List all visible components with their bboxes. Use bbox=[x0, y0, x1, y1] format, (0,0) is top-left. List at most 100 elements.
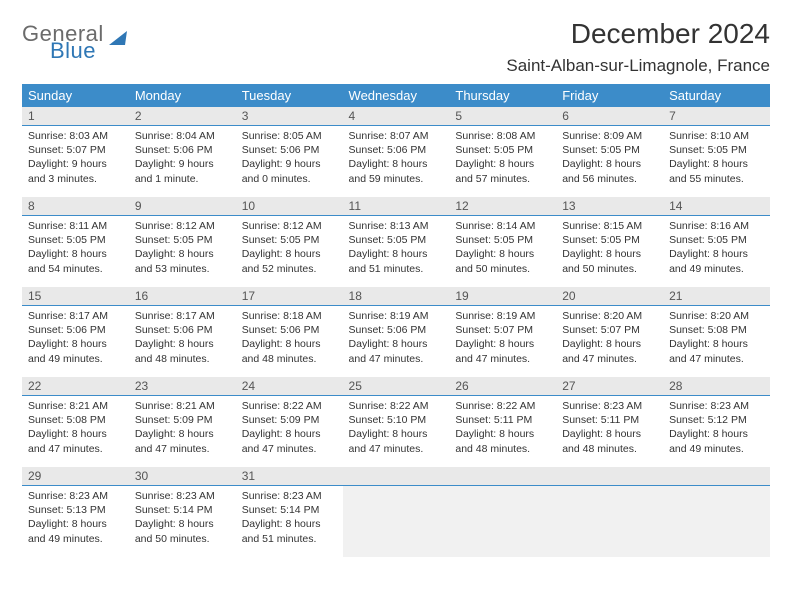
day-number: 11 bbox=[343, 197, 450, 216]
weekday-header: Saturday bbox=[663, 84, 770, 107]
daylight-line: Daylight: 8 hours and 49 minutes. bbox=[28, 337, 123, 365]
day-number: 17 bbox=[236, 287, 343, 306]
logo-sail-icon bbox=[109, 31, 127, 45]
logo: General Blue bbox=[22, 24, 126, 62]
calendar-empty-cell bbox=[663, 467, 770, 557]
day-number: 7 bbox=[663, 107, 770, 126]
calendar-day-cell: 7Sunrise: 8:10 AMSunset: 5:05 PMDaylight… bbox=[663, 107, 770, 197]
day-details: Sunrise: 8:23 AMSunset: 5:14 PMDaylight:… bbox=[236, 486, 343, 550]
sunrise-line: Sunrise: 8:10 AM bbox=[669, 129, 764, 143]
sunrise-line: Sunrise: 8:14 AM bbox=[455, 219, 550, 233]
daylight-line: Daylight: 8 hours and 48 minutes. bbox=[135, 337, 230, 365]
calendar-empty-cell bbox=[449, 467, 556, 557]
sunrise-line: Sunrise: 8:18 AM bbox=[242, 309, 337, 323]
sunset-line: Sunset: 5:07 PM bbox=[28, 143, 123, 157]
day-number: 25 bbox=[343, 377, 450, 396]
sunrise-line: Sunrise: 8:09 AM bbox=[562, 129, 657, 143]
day-details: Sunrise: 8:03 AMSunset: 5:07 PMDaylight:… bbox=[22, 126, 129, 190]
day-details: Sunrise: 8:12 AMSunset: 5:05 PMDaylight:… bbox=[236, 216, 343, 280]
calendar-day-cell: 5Sunrise: 8:08 AMSunset: 5:05 PMDaylight… bbox=[449, 107, 556, 197]
sunrise-line: Sunrise: 8:04 AM bbox=[135, 129, 230, 143]
daylight-line: Daylight: 8 hours and 51 minutes. bbox=[242, 517, 337, 545]
calendar-day-cell: 12Sunrise: 8:14 AMSunset: 5:05 PMDayligh… bbox=[449, 197, 556, 287]
day-number-empty bbox=[663, 467, 770, 486]
day-number: 23 bbox=[129, 377, 236, 396]
day-number: 4 bbox=[343, 107, 450, 126]
daylight-line: Daylight: 8 hours and 47 minutes. bbox=[349, 337, 444, 365]
calendar-day-cell: 15Sunrise: 8:17 AMSunset: 5:06 PMDayligh… bbox=[22, 287, 129, 377]
daylight-line: Daylight: 8 hours and 53 minutes. bbox=[135, 247, 230, 275]
sunrise-line: Sunrise: 8:22 AM bbox=[455, 399, 550, 413]
calendar-empty-cell bbox=[556, 467, 663, 557]
calendar-day-cell: 23Sunrise: 8:21 AMSunset: 5:09 PMDayligh… bbox=[129, 377, 236, 467]
day-number: 5 bbox=[449, 107, 556, 126]
day-number: 12 bbox=[449, 197, 556, 216]
sunrise-line: Sunrise: 8:19 AM bbox=[349, 309, 444, 323]
day-number: 30 bbox=[129, 467, 236, 486]
calendar-day-cell: 31Sunrise: 8:23 AMSunset: 5:14 PMDayligh… bbox=[236, 467, 343, 557]
sunrise-line: Sunrise: 8:05 AM bbox=[242, 129, 337, 143]
weekday-header: Sunday bbox=[22, 84, 129, 107]
day-details: Sunrise: 8:12 AMSunset: 5:05 PMDaylight:… bbox=[129, 216, 236, 280]
day-details: Sunrise: 8:07 AMSunset: 5:06 PMDaylight:… bbox=[343, 126, 450, 190]
day-number: 24 bbox=[236, 377, 343, 396]
day-number: 18 bbox=[343, 287, 450, 306]
daylight-line: Daylight: 8 hours and 47 minutes. bbox=[349, 427, 444, 455]
sunrise-line: Sunrise: 8:17 AM bbox=[135, 309, 230, 323]
day-details: Sunrise: 8:09 AMSunset: 5:05 PMDaylight:… bbox=[556, 126, 663, 190]
day-number: 22 bbox=[22, 377, 129, 396]
day-details: Sunrise: 8:14 AMSunset: 5:05 PMDaylight:… bbox=[449, 216, 556, 280]
calendar-day-cell: 20Sunrise: 8:20 AMSunset: 5:07 PMDayligh… bbox=[556, 287, 663, 377]
sunrise-line: Sunrise: 8:19 AM bbox=[455, 309, 550, 323]
calendar-table: SundayMondayTuesdayWednesdayThursdayFrid… bbox=[22, 84, 770, 557]
day-details: Sunrise: 8:23 AMSunset: 5:13 PMDaylight:… bbox=[22, 486, 129, 550]
day-number: 14 bbox=[663, 197, 770, 216]
sunrise-line: Sunrise: 8:23 AM bbox=[135, 489, 230, 503]
calendar-day-cell: 1Sunrise: 8:03 AMSunset: 5:07 PMDaylight… bbox=[22, 107, 129, 197]
calendar-day-cell: 26Sunrise: 8:22 AMSunset: 5:11 PMDayligh… bbox=[449, 377, 556, 467]
calendar-week-row: 22Sunrise: 8:21 AMSunset: 5:08 PMDayligh… bbox=[22, 377, 770, 467]
sunset-line: Sunset: 5:06 PM bbox=[242, 323, 337, 337]
day-number: 19 bbox=[449, 287, 556, 306]
calendar-day-cell: 14Sunrise: 8:16 AMSunset: 5:05 PMDayligh… bbox=[663, 197, 770, 287]
calendar-day-cell: 4Sunrise: 8:07 AMSunset: 5:06 PMDaylight… bbox=[343, 107, 450, 197]
sunrise-line: Sunrise: 8:21 AM bbox=[28, 399, 123, 413]
sunset-line: Sunset: 5:05 PM bbox=[455, 233, 550, 247]
daylight-line: Daylight: 8 hours and 47 minutes. bbox=[135, 427, 230, 455]
day-number: 10 bbox=[236, 197, 343, 216]
day-details: Sunrise: 8:08 AMSunset: 5:05 PMDaylight:… bbox=[449, 126, 556, 190]
calendar-day-cell: 10Sunrise: 8:12 AMSunset: 5:05 PMDayligh… bbox=[236, 197, 343, 287]
sunrise-line: Sunrise: 8:11 AM bbox=[28, 219, 123, 233]
sunset-line: Sunset: 5:10 PM bbox=[349, 413, 444, 427]
sunset-line: Sunset: 5:08 PM bbox=[669, 323, 764, 337]
day-details: Sunrise: 8:21 AMSunset: 5:09 PMDaylight:… bbox=[129, 396, 236, 460]
sunrise-line: Sunrise: 8:17 AM bbox=[28, 309, 123, 323]
daylight-line: Daylight: 8 hours and 49 minutes. bbox=[669, 427, 764, 455]
sunset-line: Sunset: 5:12 PM bbox=[669, 413, 764, 427]
sunset-line: Sunset: 5:09 PM bbox=[135, 413, 230, 427]
calendar-day-cell: 25Sunrise: 8:22 AMSunset: 5:10 PMDayligh… bbox=[343, 377, 450, 467]
day-number: 21 bbox=[663, 287, 770, 306]
day-details: Sunrise: 8:20 AMSunset: 5:07 PMDaylight:… bbox=[556, 306, 663, 370]
day-number: 3 bbox=[236, 107, 343, 126]
month-title: December 2024 bbox=[506, 18, 770, 50]
day-number: 13 bbox=[556, 197, 663, 216]
sunset-line: Sunset: 5:06 PM bbox=[349, 323, 444, 337]
sunset-line: Sunset: 5:05 PM bbox=[28, 233, 123, 247]
sunrise-line: Sunrise: 8:08 AM bbox=[455, 129, 550, 143]
day-number: 26 bbox=[449, 377, 556, 396]
weekday-header: Thursday bbox=[449, 84, 556, 107]
daylight-line: Daylight: 8 hours and 50 minutes. bbox=[135, 517, 230, 545]
daylight-line: Daylight: 8 hours and 50 minutes. bbox=[562, 247, 657, 275]
sunset-line: Sunset: 5:06 PM bbox=[135, 143, 230, 157]
day-details: Sunrise: 8:23 AMSunset: 5:11 PMDaylight:… bbox=[556, 396, 663, 460]
sunrise-line: Sunrise: 8:23 AM bbox=[28, 489, 123, 503]
sunrise-line: Sunrise: 8:13 AM bbox=[349, 219, 444, 233]
sunset-line: Sunset: 5:09 PM bbox=[242, 413, 337, 427]
day-number: 15 bbox=[22, 287, 129, 306]
day-details: Sunrise: 8:22 AMSunset: 5:10 PMDaylight:… bbox=[343, 396, 450, 460]
day-number-empty bbox=[343, 467, 450, 486]
daylight-line: Daylight: 8 hours and 47 minutes. bbox=[455, 337, 550, 365]
calendar-day-cell: 2Sunrise: 8:04 AMSunset: 5:06 PMDaylight… bbox=[129, 107, 236, 197]
daylight-line: Daylight: 9 hours and 0 minutes. bbox=[242, 157, 337, 185]
